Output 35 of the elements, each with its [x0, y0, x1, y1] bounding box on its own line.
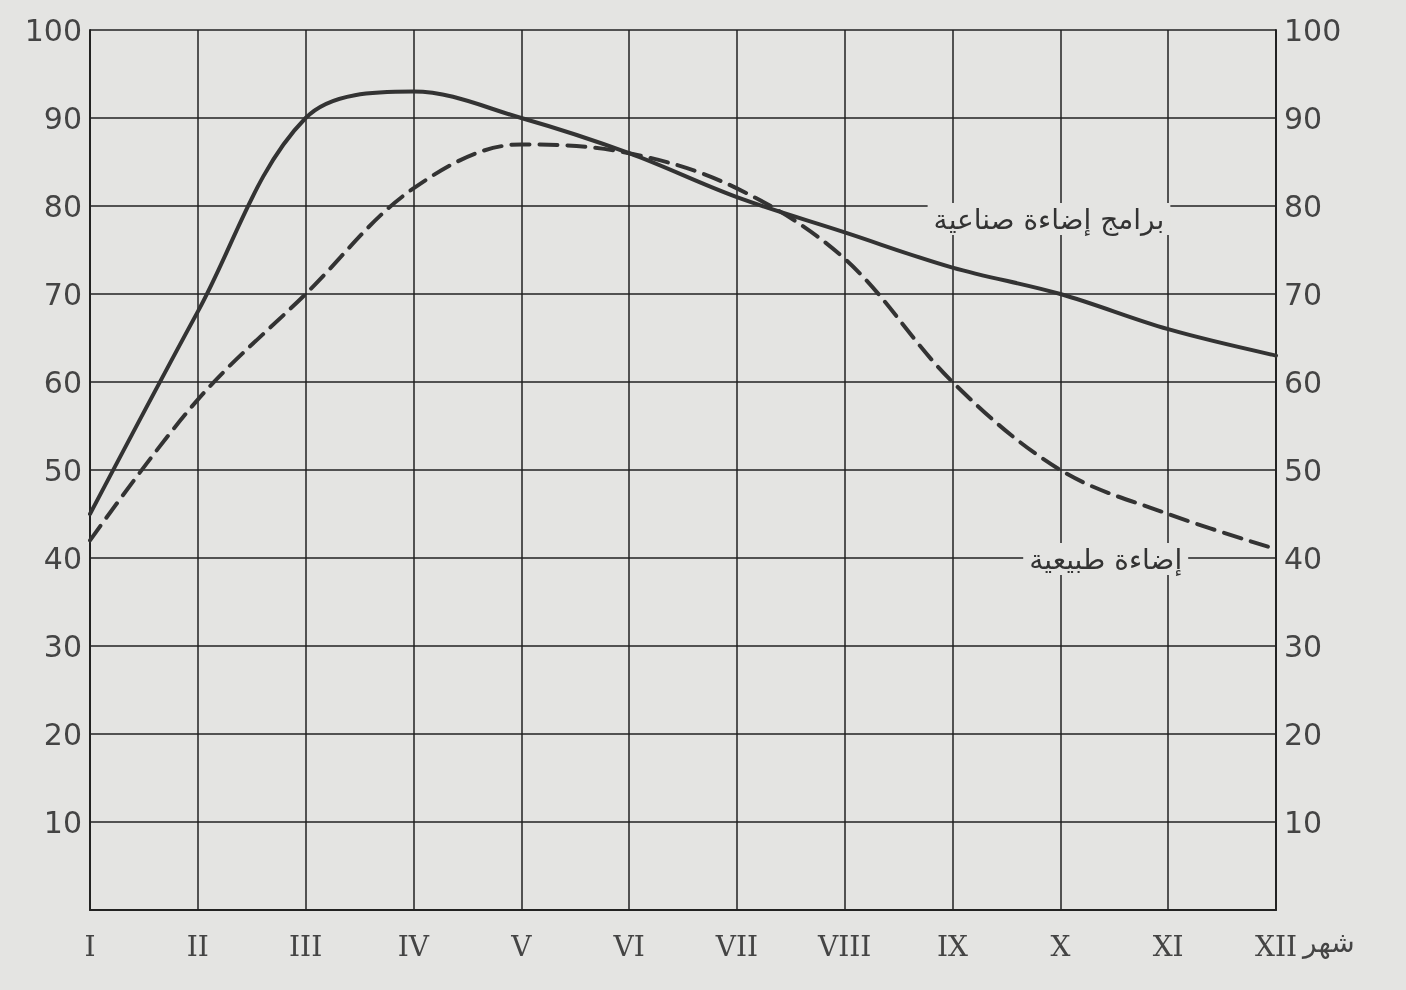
y2-tick-label: 100	[1284, 12, 1342, 48]
y-tick-label: 40	[43, 540, 82, 576]
y-tick-label: 60	[43, 364, 82, 400]
x-tick-label: I	[84, 929, 96, 963]
x-tick-label: IV	[397, 929, 430, 963]
y2-tick-label: 70	[1284, 276, 1323, 312]
y-tick-label: 50	[43, 452, 82, 488]
y-tick-label: 80	[43, 188, 82, 224]
x-tick-label: X	[1050, 929, 1071, 963]
series-label: برامج إضاءة صناعية	[933, 202, 1165, 236]
y-tick-label: 10	[43, 804, 82, 840]
x-tick-label: XII	[1254, 929, 1298, 963]
x-tick-label: VI	[612, 929, 645, 963]
y-tick-label: 100	[24, 12, 82, 48]
y2-tick-label: 40	[1284, 540, 1323, 576]
y2-tick-label: 30	[1284, 628, 1323, 664]
x-tick-label: II	[186, 929, 209, 963]
x-tick-label: VIII	[817, 929, 872, 963]
x-tick-label: III	[289, 929, 323, 963]
x-tick-label: XI	[1152, 929, 1184, 963]
y-tick-label: 90	[43, 100, 82, 136]
y2-tick-label: 20	[1284, 716, 1323, 752]
y2-tick-label: 10	[1284, 804, 1323, 840]
y2-tick-label: 60	[1284, 364, 1323, 400]
y-tick-label: 70	[43, 276, 82, 312]
y-tick-label: 20	[43, 716, 82, 752]
y2-tick-label: 80	[1284, 188, 1323, 224]
series-label: إضاءة طبيعية	[1029, 542, 1183, 576]
y2-tick-label: 90	[1284, 100, 1323, 136]
x-tick-label: IX	[937, 929, 969, 963]
y2-tick-label: 50	[1284, 452, 1323, 488]
y-tick-label: 30	[43, 628, 82, 664]
x-tick-label: VII	[714, 929, 759, 963]
x-tick-label: V	[510, 929, 533, 963]
x-axis-title: شهر	[1300, 925, 1355, 959]
